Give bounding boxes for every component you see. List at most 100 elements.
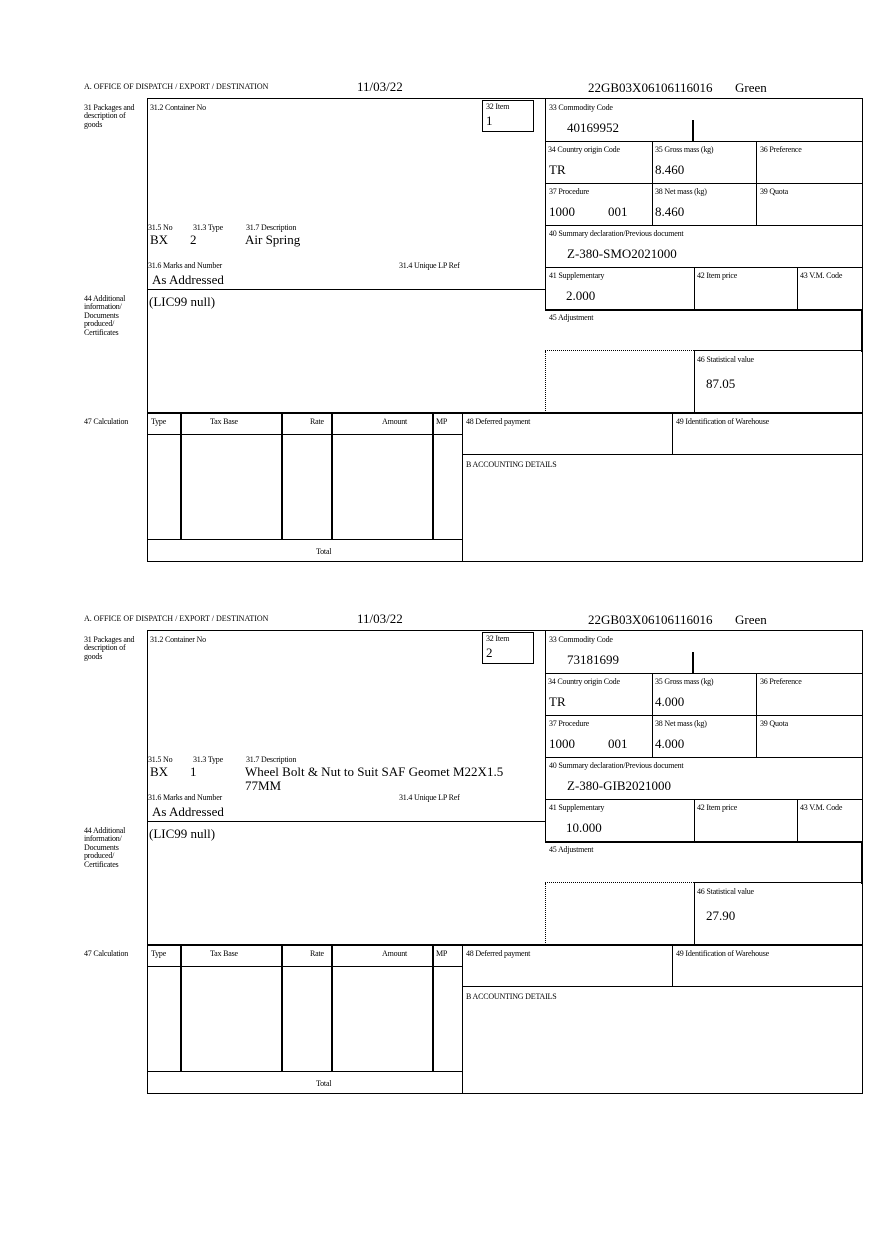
- procedure-label: 37 Procedure: [549, 719, 590, 728]
- divider: [861, 309, 863, 352]
- country-label: 34 Country origin Code: [548, 677, 620, 686]
- divider: [692, 652, 694, 674]
- procedure-code: 1000: [549, 736, 575, 751]
- marks-value: As Addressed: [152, 804, 224, 819]
- date: 11/03/22: [357, 79, 403, 94]
- quota-label: 39 Quota: [760, 719, 788, 728]
- mp-header: MP: [436, 949, 448, 958]
- commodity-label: 33 Commodity Code: [549, 635, 613, 644]
- divider: [432, 944, 434, 1072]
- calculation-label: 47 Calculation: [84, 417, 129, 426]
- gross-mass: 4.000: [655, 694, 685, 709]
- net-mass: 8.460: [655, 204, 685, 219]
- country-label: 34 Country origin Code: [548, 145, 620, 154]
- accounting-cell: [462, 986, 863, 1094]
- vm-code-label: 43 V.M. Code: [800, 803, 843, 812]
- deferred-label: 48 Deferred payment: [466, 417, 531, 426]
- quota-label: 39 Quota: [760, 187, 788, 196]
- date: 11/03/22: [357, 611, 403, 626]
- office-label: A. OFFICE OF DISPATCH / EXPORT / DESTINA…: [84, 614, 269, 623]
- divider: [545, 841, 863, 843]
- unique-lp-label: 31.4 Unique LP Ref: [399, 793, 460, 802]
- preference-label: 36 Preference: [760, 145, 802, 154]
- summary-doc: Z-380-SMO2021000: [567, 246, 677, 261]
- dotted-divider: [545, 883, 546, 945]
- calc-body: [147, 944, 463, 1072]
- container-label: 31.2 Container No: [150, 635, 206, 644]
- preference-label: 36 Preference: [760, 677, 802, 686]
- gross-mass: 8.460: [655, 162, 685, 177]
- office-label: A. OFFICE OF DISPATCH / EXPORT / DESTINA…: [84, 82, 269, 91]
- total-label: Total: [316, 1079, 332, 1088]
- packages-label: 31 Packages and description of goods: [84, 635, 135, 661]
- divider: [545, 309, 863, 311]
- commodity-code: 40169952: [567, 120, 619, 135]
- reference-number: 22GB03X06106116016: [588, 80, 713, 95]
- package-count: 1: [190, 764, 197, 779]
- supplementary-label: 41 Supplementary: [549, 803, 605, 812]
- rate-header: Rate: [310, 417, 324, 426]
- warehouse-label: 49 Identification of Warehouse: [676, 417, 769, 426]
- statistical-label: 46 Statistical value: [697, 355, 754, 364]
- no-label: 31.5 No: [148, 755, 173, 764]
- goods-description: Air Spring: [245, 232, 301, 247]
- item-number: 1: [486, 113, 493, 128]
- type-label: 31.3 Type: [193, 223, 223, 232]
- route-color: Green: [735, 80, 767, 95]
- accounting-label: B ACCOUNTING DETAILS: [466, 460, 557, 469]
- procedure-additional: 001: [608, 736, 628, 751]
- calc-body: [147, 412, 463, 540]
- accounting-cell: [462, 454, 863, 562]
- procedure-additional: 001: [608, 204, 628, 219]
- description-label: 31.7 Description: [246, 755, 297, 764]
- calc-type-header: Type: [151, 417, 167, 426]
- additional-info: (LIC99 null): [149, 826, 216, 841]
- dotted-divider: [545, 351, 546, 413]
- unique-lp-label: 31.4 Unique LP Ref: [399, 261, 460, 270]
- marks-label: 31.6 Marks and Number: [148, 793, 223, 802]
- adjustment-label: 45 Adjustment: [549, 313, 594, 322]
- tax-base-header: Tax Base: [210, 949, 238, 958]
- marks-label: 31.6 Marks and Number: [148, 261, 223, 270]
- divider: [331, 944, 333, 1072]
- divider: [281, 412, 283, 540]
- rate-header: Rate: [310, 949, 324, 958]
- divider: [180, 412, 182, 540]
- tax-base-header: Tax Base: [210, 417, 238, 426]
- dotted-divider: [545, 350, 694, 351]
- item-label: 32 Item: [486, 102, 510, 111]
- divider: [281, 944, 283, 1072]
- supplementary-value: 10.000: [566, 820, 602, 835]
- gross-label: 35 Gross mass (kg): [655, 677, 714, 686]
- amount-header: Amount: [382, 417, 408, 426]
- calculation-label: 47 Calculation: [84, 949, 129, 958]
- item-number: 2: [486, 645, 493, 660]
- declaration-item-block: A. OFFICE OF DISPATCH / EXPORT / DESTINA…: [0, 79, 882, 562]
- item-box: [482, 100, 534, 132]
- procedure-label: 37 Procedure: [549, 187, 590, 196]
- country-origin: TR: [549, 694, 566, 709]
- package-count: 2: [190, 232, 197, 247]
- statistical-label: 46 Statistical value: [697, 887, 754, 896]
- additional-label: 44 Additional information/ Documents pro…: [84, 826, 126, 869]
- additional-info: (LIC99 null): [149, 294, 216, 309]
- net-label: 38 Net mass (kg): [655, 187, 707, 196]
- warehouse-label: 49 Identification of Warehouse: [676, 949, 769, 958]
- procedure-code: 1000: [549, 204, 575, 219]
- total-label: Total: [316, 547, 332, 556]
- country-origin: TR: [549, 162, 566, 177]
- commodity-code: 73181699: [567, 652, 619, 667]
- package-kind: BX: [150, 232, 169, 247]
- summary-doc: Z-380-GIB2021000: [567, 778, 671, 793]
- summary-label: 40 Summary declaration/Previous document: [549, 761, 684, 770]
- deferred-label: 48 Deferred payment: [466, 949, 531, 958]
- supplementary-value: 2.000: [566, 288, 596, 303]
- type-label: 31.3 Type: [193, 755, 223, 764]
- route-color: Green: [735, 612, 767, 627]
- declaration-item-block: A. OFFICE OF DISPATCH / EXPORT / DESTINA…: [0, 611, 882, 1094]
- commodity-label: 33 Commodity Code: [549, 103, 613, 112]
- accounting-label: B ACCOUNTING DETAILS: [466, 992, 557, 1001]
- divider: [180, 944, 182, 1072]
- net-mass: 4.000: [655, 736, 685, 751]
- item-price-label: 42 Item price: [697, 271, 738, 280]
